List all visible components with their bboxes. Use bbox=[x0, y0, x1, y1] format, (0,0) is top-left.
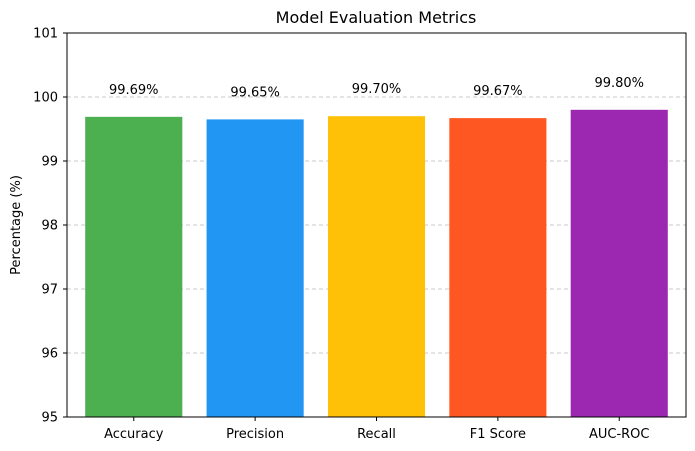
bars bbox=[85, 109, 668, 418]
y-tick-label: 97 bbox=[41, 283, 58, 298]
y-tick-label: 95 bbox=[41, 411, 58, 426]
x-tick-label: F1 Score bbox=[470, 427, 526, 442]
data-label: 99.69% bbox=[109, 83, 159, 98]
y-tick-label: 100 bbox=[33, 91, 58, 106]
x-tick-label: Recall bbox=[357, 427, 396, 442]
bar-f1-score bbox=[449, 118, 547, 418]
data-label: 99.70% bbox=[352, 82, 402, 97]
x-tick-label: Accuracy bbox=[104, 427, 164, 442]
data-label: 99.65% bbox=[230, 85, 280, 100]
y-tick-label: 101 bbox=[33, 27, 58, 42]
x-tick-label: Precision bbox=[226, 427, 284, 442]
x-tick-label: AUC-ROC bbox=[589, 427, 650, 442]
bar-recall bbox=[327, 116, 426, 417]
y-axis-title: Percentage (%) bbox=[9, 175, 24, 275]
bar-auc-roc bbox=[570, 109, 668, 418]
y-tick-label: 99 bbox=[41, 155, 58, 170]
data-labels: 99.69% 99.65% 99.70% 99.67% 99.80% bbox=[109, 76, 644, 101]
bar-accuracy bbox=[85, 116, 183, 417]
y-tick-label: 98 bbox=[41, 219, 58, 234]
bar-precision bbox=[206, 119, 304, 418]
axes: 95 96 97 98 99 100 101 Accuracy Precision Recall F… bbox=[33, 27, 687, 442]
data-label: 99.67% bbox=[473, 84, 523, 99]
y-tick-label: 96 bbox=[41, 347, 58, 362]
data-label: 99.80% bbox=[594, 76, 644, 91]
chart-title: Model Evaluation Metrics bbox=[276, 8, 477, 27]
